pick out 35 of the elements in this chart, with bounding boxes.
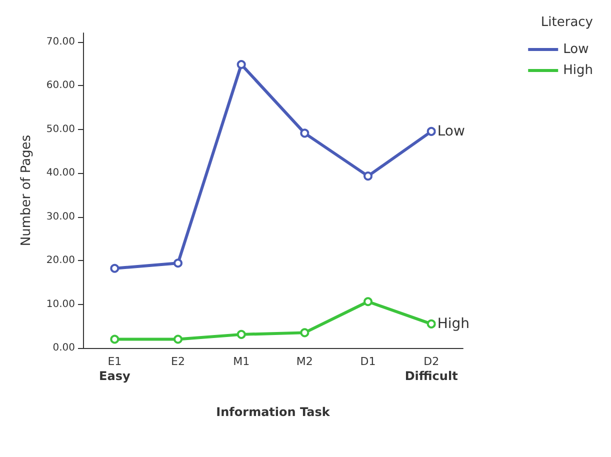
point bbox=[174, 334, 182, 344]
x-tick-label: M2 bbox=[296, 355, 313, 368]
text: Easy bbox=[99, 369, 130, 383]
text: High bbox=[437, 316, 470, 332]
x-tick-label: E2 bbox=[171, 355, 185, 368]
x-tick-label: D1 bbox=[360, 355, 376, 368]
point bbox=[426, 126, 436, 136]
point bbox=[174, 258, 182, 268]
point bbox=[426, 319, 436, 328]
y-tick-label: 30.00 bbox=[46, 211, 75, 222]
x-tick-label: D2 bbox=[424, 355, 440, 368]
legend-label: High bbox=[563, 63, 594, 78]
point bbox=[364, 172, 372, 181]
y-tick-label: 60.00 bbox=[46, 80, 75, 91]
y-tick-label: 10.00 bbox=[46, 298, 75, 310]
y-axis-title: Number of Pages bbox=[19, 134, 34, 246]
point bbox=[236, 60, 246, 69]
y-tick-label: 0.00 bbox=[52, 342, 75, 354]
x-axis-title: Information Task bbox=[216, 405, 331, 419]
text: Low bbox=[437, 123, 465, 140]
legend-title: Literacy bbox=[540, 15, 594, 30]
y-tick-label: 20.00 bbox=[46, 255, 75, 266]
y-tick-label: 70.00 bbox=[46, 36, 75, 48]
point bbox=[110, 334, 120, 344]
point bbox=[110, 264, 120, 273]
x-tick-label: M1 bbox=[233, 355, 250, 368]
point bbox=[300, 328, 310, 338]
y-tick-label: 40.00 bbox=[46, 168, 75, 178]
x-tick-label: E1 bbox=[108, 355, 122, 368]
text: Difficult bbox=[404, 369, 458, 383]
y-tick-label: 50.00 bbox=[46, 124, 75, 135]
legend-label: Low bbox=[563, 42, 590, 57]
point bbox=[364, 297, 372, 306]
point bbox=[236, 330, 246, 339]
point bbox=[300, 128, 310, 138]
